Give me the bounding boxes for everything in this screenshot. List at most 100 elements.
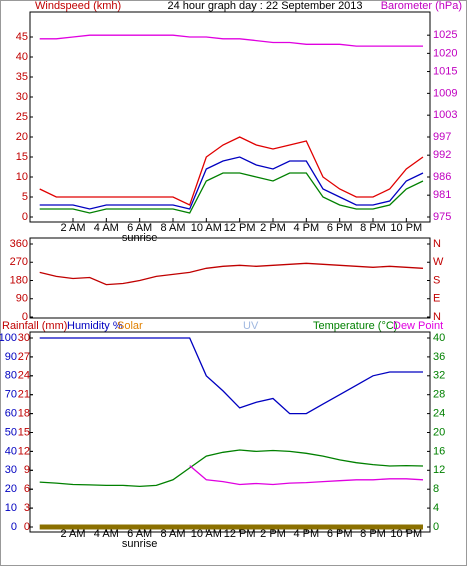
y2-tick-label: 1015	[433, 65, 457, 77]
y-tick-label: 0	[22, 311, 28, 323]
x-tick-label: 6 PM	[327, 528, 353, 540]
x-tick-label: 4 AM	[94, 222, 119, 234]
y2-tick-label: 32	[433, 370, 445, 382]
x-tick-label: 12 PM	[224, 222, 256, 234]
y3-tick-label: 27	[18, 351, 30, 363]
y2-tick-label: W	[433, 256, 444, 268]
y2-tick-label: 12	[433, 464, 445, 476]
y2-tick-label: 997	[433, 131, 451, 143]
y-tick-label: 270	[10, 256, 28, 268]
y2-tick-label: 1020	[433, 47, 457, 59]
y-tick-label: 70	[5, 389, 17, 401]
y3-tick-label: 3	[24, 502, 30, 514]
y3-tick-label: 21	[18, 389, 30, 401]
x-tick-label: 6 AM	[127, 222, 152, 234]
y-tick-label: 100	[0, 332, 17, 344]
series-line	[39, 337, 423, 415]
legend-entry: Dew Point	[393, 320, 443, 332]
y3-tick-label: 15	[18, 426, 30, 438]
y-tick-label: 10	[16, 171, 28, 183]
y3-tick-label: 30	[18, 332, 30, 344]
y-tick-label: 30	[16, 91, 28, 103]
legend-entry: Temperature (°C)	[313, 320, 397, 332]
y-tick-label: 0	[11, 521, 17, 533]
y-tick-label: 15	[16, 151, 28, 163]
y-tick-label: 25	[16, 111, 28, 123]
y-tick-label: 0	[22, 211, 28, 223]
y-tick-label: 40	[16, 51, 28, 63]
x-tick-label: 2 AM	[60, 528, 85, 540]
y2-tick-label: 28	[433, 389, 445, 401]
x-tick-label: 12 PM	[224, 528, 256, 540]
y2-tick-label: 1025	[433, 29, 457, 41]
x-tick-label: 8 PM	[360, 222, 386, 234]
y-tick-label: 80	[5, 370, 17, 382]
y2-tick-label: 1009	[433, 87, 457, 99]
y2-tick-label: S	[433, 274, 440, 286]
plot-frame	[29, 237, 431, 319]
x-tick-label: 2 PM	[260, 222, 286, 234]
y3-tick-label: 18	[18, 408, 30, 420]
y-tick-label: 45	[16, 31, 28, 43]
y2-tick-label: 8	[433, 483, 439, 495]
series-line	[39, 172, 424, 214]
x-tick-label: 10 PM	[390, 528, 422, 540]
y2-tick-label: N	[433, 238, 441, 250]
series-line	[39, 449, 424, 488]
x-tick-label: 4 PM	[293, 222, 319, 234]
x-tick-label: 4 AM	[94, 528, 119, 540]
series-line	[39, 136, 424, 206]
y-tick-label: 360	[10, 238, 28, 250]
y-tick-label: 10	[5, 502, 17, 514]
x-tick-label: 8 AM	[160, 528, 185, 540]
y-tick-label: 90	[5, 351, 17, 363]
y-tick-label: 30	[5, 464, 17, 476]
y2-tick-label: 992	[433, 149, 451, 161]
x-tick-label: 4 PM	[293, 528, 319, 540]
y-tick-label: 20	[16, 131, 28, 143]
y-tick-label: 5	[22, 191, 28, 203]
x-tick-label: 10 AM	[191, 528, 222, 540]
x-tick-label: 2 PM	[260, 528, 286, 540]
y2-tick-label: 1003	[433, 109, 457, 121]
x-tick-label: 6 PM	[327, 222, 353, 234]
x-tick-label: 6 AM	[127, 528, 152, 540]
y3-tick-label: 6	[24, 483, 30, 495]
y3-tick-label: 0	[24, 521, 30, 533]
series-line	[39, 156, 424, 210]
y2-tick-label: 0	[433, 521, 439, 533]
y2-tick-label: 16	[433, 445, 445, 457]
series-line	[189, 465, 424, 486]
y2-tick-label: 36	[433, 351, 445, 363]
legend-entry: Rainfall (mm)	[2, 320, 67, 332]
y-tick-label: 180	[10, 274, 28, 286]
x-tick-label: 8 AM	[160, 222, 185, 234]
y-tick-label: 50	[5, 426, 17, 438]
x-tick-label: 8 PM	[360, 528, 386, 540]
y2-tick-label: 975	[433, 211, 451, 223]
series-line	[39, 34, 423, 47]
legend-entry: Humidity %	[67, 320, 123, 332]
y-tick-label: 60	[5, 408, 17, 420]
y2-tick-label: 4	[433, 502, 439, 514]
y-tick-label: 35	[16, 71, 28, 83]
y3-tick-label: 12	[18, 445, 30, 457]
y3-tick-label: 9	[24, 464, 30, 476]
series-line	[39, 262, 424, 286]
y2-tick-label: 986	[433, 171, 451, 183]
legend-entry: UV	[243, 320, 259, 332]
chart-title: 24 hour graph day : 22 September 2013	[167, 0, 362, 12]
y2-tick-label: 40	[433, 332, 445, 344]
y-axis-label: Windspeed (kmh)	[35, 0, 121, 12]
y-tick-label: 20	[5, 483, 17, 495]
x-tick-label: 10 PM	[390, 222, 422, 234]
y2-tick-label: E	[433, 293, 440, 305]
legend-entry: Solar	[117, 320, 143, 332]
y2-tick-label: 20	[433, 426, 445, 438]
annotation: sunrise	[122, 538, 157, 550]
y2-tick-label: N	[433, 311, 441, 323]
x-tick-label: 2 AM	[60, 222, 85, 234]
y-tick-label: 40	[5, 445, 17, 457]
